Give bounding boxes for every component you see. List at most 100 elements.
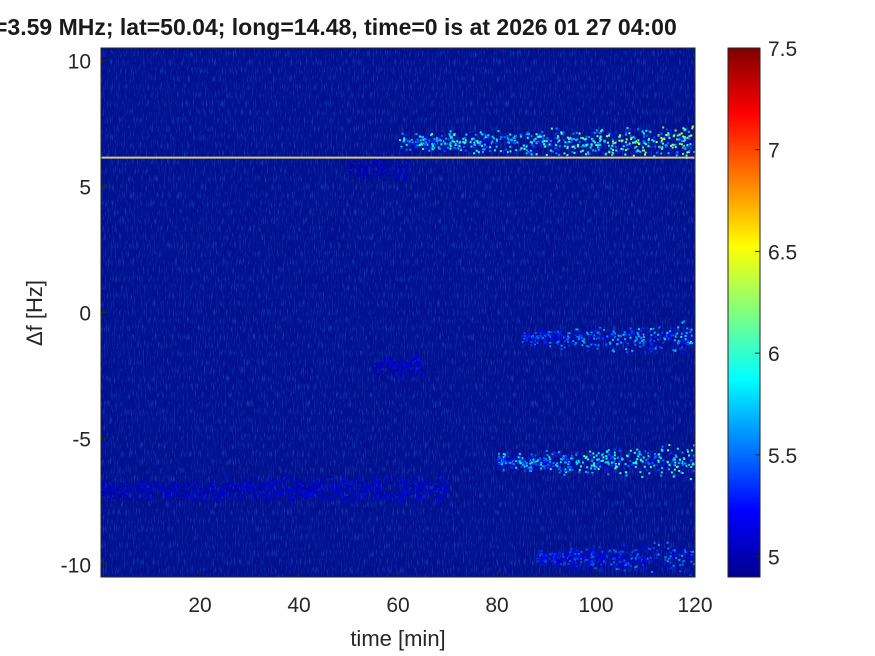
trace-speckle bbox=[351, 501, 354, 504]
trace-speckle bbox=[490, 142, 492, 145]
trace-speckle bbox=[177, 492, 180, 495]
trace-speckle bbox=[416, 494, 419, 497]
trace-speckle bbox=[550, 140, 553, 142]
trace-speckle bbox=[693, 454, 695, 457]
trace-speckle bbox=[580, 339, 583, 342]
trace-speckle bbox=[644, 568, 647, 571]
trace-speckle bbox=[546, 459, 549, 462]
trace-speckle bbox=[556, 343, 559, 346]
trace-speckle bbox=[531, 455, 534, 458]
trace-speckle bbox=[669, 452, 672, 454]
trace-speckle bbox=[546, 468, 549, 471]
trace-speckle bbox=[593, 467, 596, 470]
trace-speckle bbox=[543, 459, 546, 462]
trace-speckle bbox=[220, 491, 223, 494]
trace-speckle bbox=[683, 320, 686, 323]
signal-trace bbox=[101, 471, 449, 509]
trace-speckle bbox=[177, 484, 180, 487]
trace-speckle bbox=[675, 154, 678, 157]
trace-speckle bbox=[377, 167, 380, 170]
trace-speckle bbox=[543, 563, 546, 566]
trace-speckle bbox=[612, 152, 615, 155]
trace-speckle bbox=[526, 339, 528, 342]
trace-speckle bbox=[678, 553, 681, 556]
trace-speckle bbox=[115, 491, 118, 494]
trace-speckle bbox=[393, 496, 396, 499]
trace-speckle bbox=[271, 485, 274, 488]
trace-speckle bbox=[519, 133, 522, 136]
trace-speckle bbox=[102, 487, 105, 490]
trace-speckle bbox=[392, 172, 395, 175]
trace-speckle bbox=[657, 134, 660, 137]
trace-speckle bbox=[562, 338, 565, 341]
trace-speckle bbox=[642, 336, 645, 338]
trace-speckle bbox=[388, 358, 391, 361]
trace-speckle bbox=[579, 150, 582, 153]
trace-speckle bbox=[600, 342, 603, 345]
trace-speckle bbox=[619, 472, 622, 475]
trace-speckle bbox=[608, 134, 610, 137]
trace-speckle bbox=[181, 487, 184, 490]
trace-speckle bbox=[317, 494, 320, 497]
trace-speckle bbox=[330, 484, 333, 487]
trace-speckle bbox=[609, 342, 612, 345]
trace-speckle bbox=[642, 340, 645, 343]
trace-speckle bbox=[353, 160, 356, 163]
trace-speckle bbox=[692, 463, 695, 466]
colorbar-tick-label: 7 bbox=[768, 140, 780, 163]
trace-speckle bbox=[687, 130, 690, 133]
trace-speckle bbox=[154, 481, 156, 484]
trace-speckle bbox=[661, 147, 664, 150]
trace-speckle bbox=[138, 491, 141, 494]
trace-speckle bbox=[404, 170, 407, 173]
trace-speckle bbox=[496, 139, 498, 142]
trace-speckle bbox=[591, 458, 594, 461]
trace-speckle bbox=[607, 473, 610, 476]
trace-speckle bbox=[195, 493, 198, 496]
trace-speckle bbox=[117, 496, 120, 499]
trace-speckle bbox=[408, 361, 411, 364]
trace-speckle bbox=[625, 138, 628, 141]
trace-speckle bbox=[373, 499, 376, 501]
trace-speckle bbox=[637, 128, 639, 131]
trace-speckle bbox=[484, 143, 486, 146]
trace-speckle bbox=[393, 365, 396, 368]
trace-speckle bbox=[642, 456, 645, 459]
trace-speckle bbox=[637, 333, 640, 336]
trace-speckle bbox=[663, 338, 666, 341]
trace-speckle bbox=[428, 488, 431, 491]
trace-speckle bbox=[653, 559, 655, 562]
trace-speckle bbox=[280, 482, 283, 485]
trace-speckle bbox=[634, 558, 637, 561]
trace-speckle bbox=[358, 160, 361, 163]
trace-speckle bbox=[336, 485, 339, 488]
trace-speckle bbox=[526, 464, 528, 467]
trace-speckle bbox=[607, 462, 610, 465]
trace-speckle bbox=[603, 139, 606, 142]
trace-speckle bbox=[630, 331, 633, 334]
trace-speckle bbox=[401, 132, 404, 135]
trace-speckle bbox=[342, 500, 345, 503]
trace-speckle bbox=[629, 460, 632, 463]
trace-speckle bbox=[643, 149, 646, 152]
trace-speckle bbox=[425, 143, 428, 146]
trace-speckle bbox=[499, 457, 502, 460]
trace-speckle bbox=[646, 557, 649, 560]
trace-speckle bbox=[680, 143, 683, 146]
trace-speckle bbox=[693, 150, 695, 153]
trace-speckle bbox=[523, 147, 526, 150]
trace-speckle bbox=[637, 139, 640, 142]
trace-speckle bbox=[632, 136, 635, 139]
trace-speckle bbox=[565, 549, 568, 552]
trace-speckle bbox=[252, 489, 255, 491]
trace-speckle bbox=[602, 337, 604, 340]
trace-speckle bbox=[379, 363, 382, 366]
trace-speckle bbox=[661, 445, 664, 448]
trace-speckle bbox=[650, 350, 653, 353]
trace-speckle bbox=[125, 494, 128, 497]
trace-speckle bbox=[595, 144, 598, 146]
trace-speckle bbox=[415, 351, 418, 354]
trace-speckle bbox=[206, 492, 209, 495]
trace-speckle bbox=[441, 487, 444, 490]
